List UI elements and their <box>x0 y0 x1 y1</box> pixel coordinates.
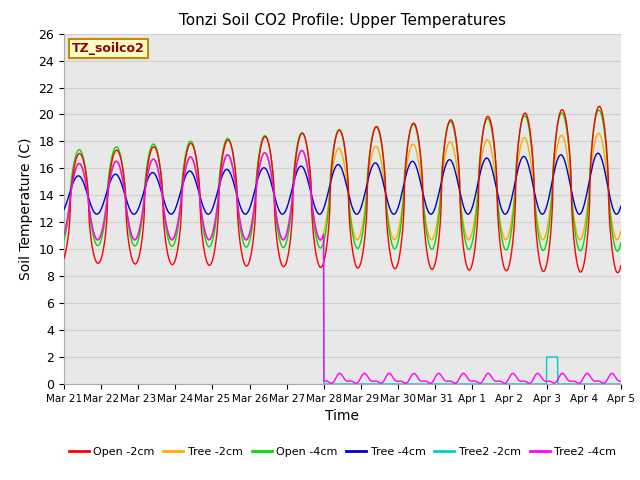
Legend: Open -2cm, Tree -2cm, Open -4cm, Tree -4cm, Tree2 -2cm, Tree2 -4cm: Open -2cm, Tree -2cm, Open -4cm, Tree -4… <box>64 442 621 461</box>
Y-axis label: Soil Temperature (C): Soil Temperature (C) <box>19 138 33 280</box>
Title: Tonzi Soil CO2 Profile: Upper Temperatures: Tonzi Soil CO2 Profile: Upper Temperatur… <box>179 13 506 28</box>
X-axis label: Time: Time <box>325 409 360 423</box>
Text: TZ_soilco2: TZ_soilco2 <box>72 42 145 55</box>
